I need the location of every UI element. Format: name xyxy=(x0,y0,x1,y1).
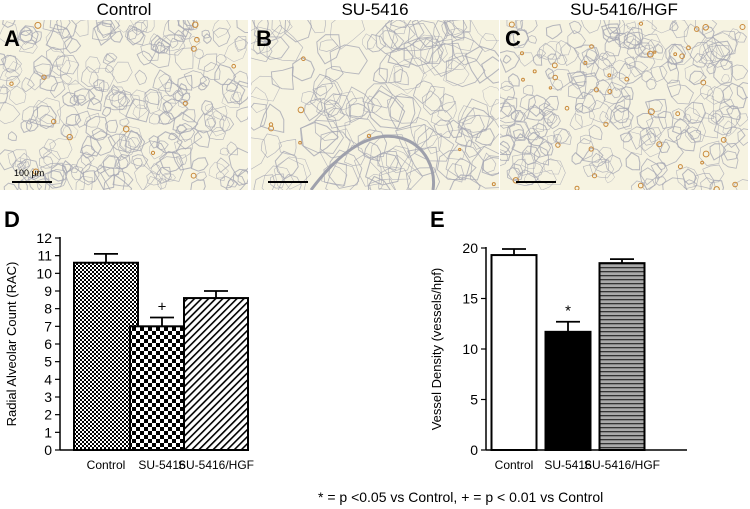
vessel-stain xyxy=(268,56,496,187)
y-tick-label-d: 7 xyxy=(44,318,52,334)
category-label-e-2: SU-5416 xyxy=(544,458,592,472)
y-tick-label-d: 2 xyxy=(44,407,52,423)
y-tick-label-e: 10 xyxy=(462,341,478,357)
panel-letter-a: A xyxy=(4,26,20,51)
y-tick-label-d: 10 xyxy=(36,265,52,281)
significance-footnote: * = p <0.05 vs Control, + = p < 0.01 vs … xyxy=(318,489,604,505)
y-tick-label-d: 8 xyxy=(44,301,52,317)
vessel-stain xyxy=(9,21,236,179)
large-vessel-outline xyxy=(309,134,436,190)
y-axis-label-d: Radial Alveolar Count (RAC) xyxy=(4,262,19,427)
bar-d-3 xyxy=(183,297,249,451)
panel-letter-d: D xyxy=(4,207,20,232)
scale-bar-c xyxy=(516,181,556,183)
micrograph-title-su5416-hgf: SU-5416/HGF xyxy=(570,0,678,19)
bar-e-1 xyxy=(490,254,538,451)
micrograph-title-su5416: SU-5416 xyxy=(341,0,409,19)
y-tick-label-d: 11 xyxy=(37,248,52,264)
scale-bar-b xyxy=(268,181,308,183)
y-tick-label-d: 3 xyxy=(44,389,52,405)
y-tick-label-d: 0 xyxy=(44,442,52,458)
y-tick-label-e: 0 xyxy=(470,442,478,458)
scale-bar-a xyxy=(12,181,52,183)
bar-e-2 xyxy=(544,330,592,451)
y-tick-label-e: 20 xyxy=(462,240,478,256)
alveolar-walls xyxy=(0,20,248,190)
category-label-d-2: SU-5416 xyxy=(138,458,186,472)
alveolar-walls xyxy=(500,20,748,190)
panel-letter-c: C xyxy=(505,26,521,51)
chart-e: E 0 5 10 15 20 Vessel Density (vessels/hpf) Con… xyxy=(429,207,687,472)
bar-d-1 xyxy=(73,261,139,451)
panel-letter-b: B xyxy=(256,26,272,51)
category-label-d-3: SU-5416/HGF xyxy=(178,458,254,472)
panel-letter-e: E xyxy=(430,207,445,232)
micrograph-su5416 xyxy=(251,20,499,190)
y-axis-label-e: Vessel Density (vessels/hpf) xyxy=(429,268,444,431)
y-tick-label-e: 15 xyxy=(462,291,478,307)
y-tick-label-d: 12 xyxy=(36,230,52,246)
y-tick-label-d: 5 xyxy=(44,354,52,370)
y-tick-label-d: 6 xyxy=(44,336,52,352)
y-tick-label-d: 4 xyxy=(44,371,52,387)
micrograph-control xyxy=(0,20,248,190)
bar-e-3 xyxy=(598,262,646,452)
vessel-stain xyxy=(508,21,746,190)
y-tick-label-d: 1 xyxy=(44,424,52,440)
significance-mark-e-2: * xyxy=(565,303,571,320)
significance-mark-d-2: + xyxy=(158,299,167,316)
micrograph-su5416-hgf xyxy=(500,20,748,190)
scale-bar-label: 100 µm xyxy=(14,168,45,178)
category-label-e-3: SU-5416/HGF xyxy=(584,458,660,472)
micrograph-title-control: Control xyxy=(96,0,152,19)
category-label-d-1: Control xyxy=(87,458,126,472)
y-tick-label-d: 9 xyxy=(44,283,52,299)
y-tick-label-e: 5 xyxy=(470,392,478,408)
category-label-e-1: Control xyxy=(495,458,534,472)
